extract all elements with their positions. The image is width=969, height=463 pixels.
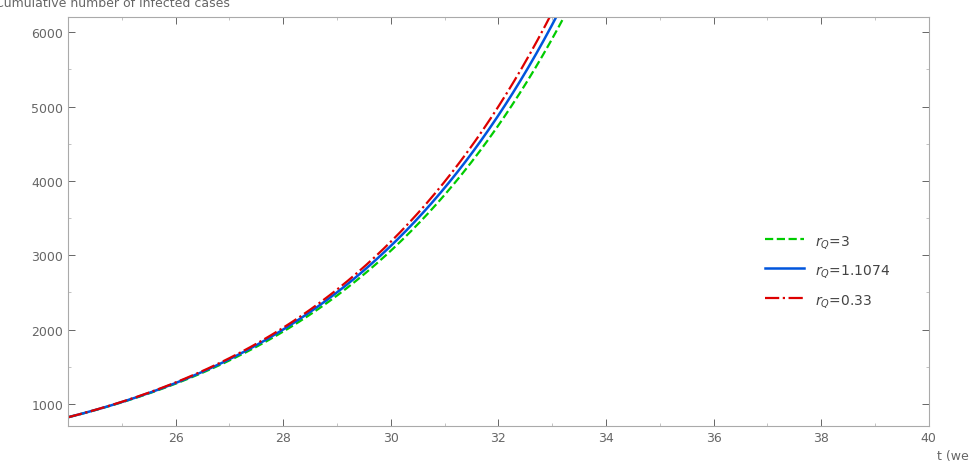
$r_Q$=1.1074: [410, 218, 422, 224]
Y-axis label: Cumulative number of infected cases: Cumulative number of infected cases: [0, 0, 230, 10]
Line: $r_Q$=3: $r_Q$=3: [68, 0, 927, 417]
$r_Q$=3: [410, 224, 422, 229]
X-axis label: t (weeks): t (weeks): [936, 449, 969, 462]
$r_Q$=0.33: [62, 414, 74, 420]
$r_Q$=0.33: [150, 388, 162, 393]
$r_Q$=0.33: [441, 176, 453, 182]
$r_Q$=3: [150, 388, 162, 394]
$r_Q$=3: [62, 414, 74, 420]
$r_Q$=0.33: [410, 213, 422, 219]
$r_Q$=1.1074: [441, 182, 453, 188]
$r_Q$=3: [441, 190, 453, 195]
Line: $r_Q$=0.33: $r_Q$=0.33: [68, 0, 927, 417]
$r_Q$=1.1074: [150, 388, 162, 394]
Legend: $r_Q$=3, $r_Q$=1.1074, $r_Q$=0.33: $r_Q$=3, $r_Q$=1.1074, $r_Q$=0.33: [759, 228, 895, 315]
Line: $r_Q$=1.1074: $r_Q$=1.1074: [68, 0, 927, 417]
$r_Q$=1.1074: [62, 414, 74, 420]
